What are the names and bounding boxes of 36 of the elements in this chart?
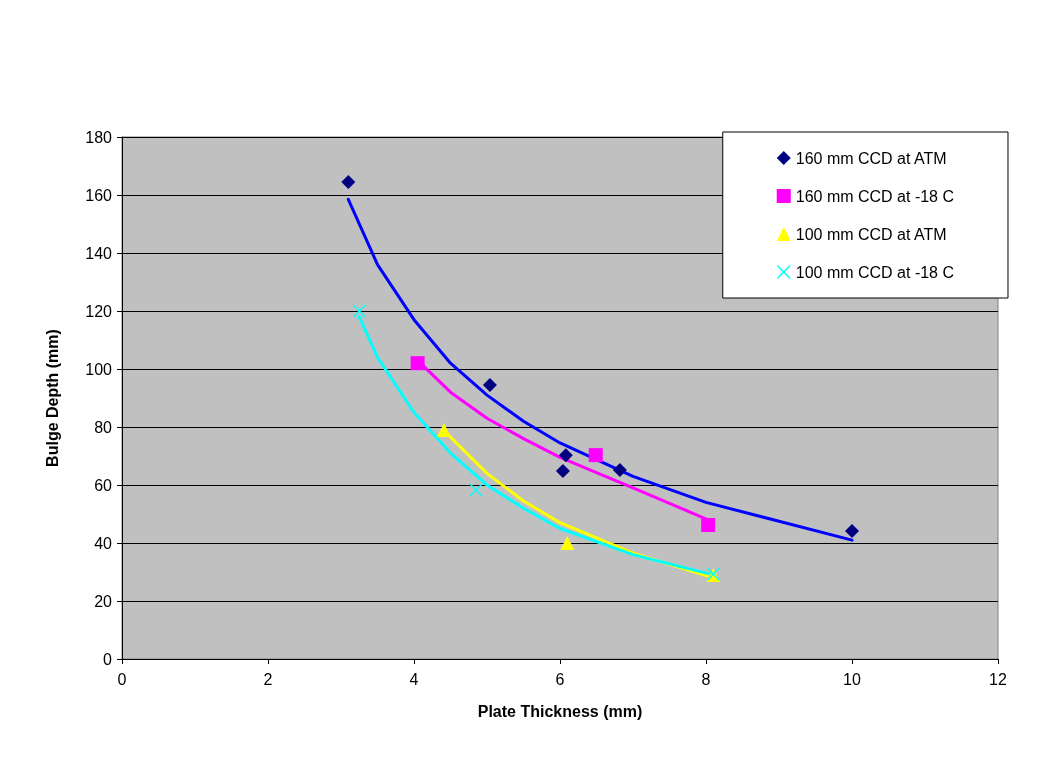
legend-label: 160 mm CCD at -18 C xyxy=(795,187,954,205)
point xyxy=(469,483,483,497)
point xyxy=(845,524,859,539)
y-tick-label: 20 xyxy=(94,592,113,610)
point xyxy=(555,464,570,479)
y-tick-label: 80 xyxy=(94,418,113,436)
point xyxy=(558,448,573,463)
y-tick-label: 60 xyxy=(94,476,113,494)
y-tick-label: 120 xyxy=(85,302,113,320)
point xyxy=(410,356,425,371)
y-tick-label: 140 xyxy=(85,244,113,262)
x-tick-label: 4 xyxy=(409,670,419,688)
x-tick-label: 8 xyxy=(701,670,711,688)
point xyxy=(352,304,366,318)
point xyxy=(560,536,575,550)
point xyxy=(701,518,716,533)
legend-label: 100 mm CCD at ATM xyxy=(795,225,947,243)
point xyxy=(436,422,451,437)
legend-label: 160 mm CCD at ATM xyxy=(795,149,947,167)
y-tick-label: 40 xyxy=(94,534,113,552)
y-tick-label: 0 xyxy=(103,650,113,668)
x-axis-title: Plate Thickness (mm) xyxy=(477,702,643,720)
x-tick-label: 6 xyxy=(555,670,565,688)
point xyxy=(612,462,627,477)
point xyxy=(482,377,497,392)
x-tick-label: 10 xyxy=(843,670,861,688)
y-tick-label: 160 xyxy=(85,186,113,204)
y-axis-title: Bulge Depth (mm) xyxy=(43,329,61,467)
y-tick-label: 100 xyxy=(85,360,113,378)
legend-label: 100 mm CCD at -18 C xyxy=(795,263,954,281)
y-tick-label: 180 xyxy=(85,128,113,146)
x-tick-label: 12 xyxy=(989,670,1007,688)
x-tick-label: 0 xyxy=(117,670,127,688)
point xyxy=(341,174,356,189)
point xyxy=(588,448,603,463)
x-tick-label: 2 xyxy=(263,670,273,688)
